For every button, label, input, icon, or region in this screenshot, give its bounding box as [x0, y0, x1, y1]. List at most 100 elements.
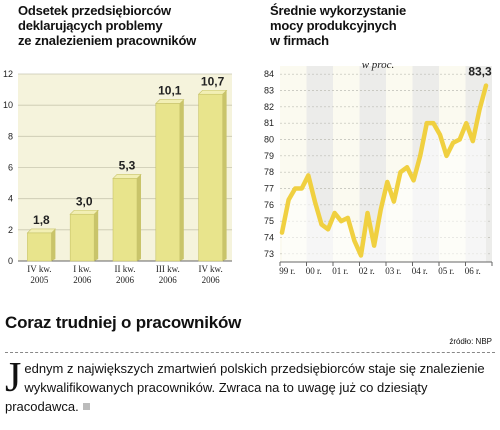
line-point: [445, 154, 448, 157]
article-paragraph: J ednym z największych zmartwień polskic…: [5, 355, 495, 416]
end-mark-icon: [82, 403, 90, 410]
line-point: [314, 200, 316, 203]
line-point: [478, 109, 481, 111]
line-x-tick-label: 99 r.: [279, 266, 295, 276]
bar-category-label: 2006: [73, 275, 92, 285]
line-point: [346, 217, 349, 219]
bar-category-label: I kw.: [73, 264, 91, 274]
bar-top-face: [26, 228, 57, 234]
line-point: [281, 231, 283, 234]
right-chart-title: Średnie wykorzystanie mocy produkcyjnych…: [270, 3, 406, 48]
line-point: [452, 141, 454, 144]
line-point: [439, 133, 441, 136]
line-x-tick-label: 05 r.: [438, 266, 454, 276]
left-chart-title: Odsetek przedsiębiorców deklarujących pr…: [18, 3, 196, 48]
bar-y-tick-label: 2: [8, 225, 13, 235]
bar-top-face: [155, 99, 185, 104]
line-point: [412, 179, 415, 182]
line-y-tick-label: 73: [264, 249, 274, 259]
line-y-tick-label: 77: [264, 184, 274, 194]
line-point: [465, 122, 468, 125]
line-y-tick-label: 82: [264, 102, 274, 112]
paragraph-text: ednym z największych zmartwień polskich …: [5, 361, 485, 414]
line-unit-label: w proc.: [362, 59, 395, 71]
bar-y-tick-label: 6: [8, 163, 13, 173]
left-chart-title-line: deklarujących problemy: [18, 18, 163, 33]
line-point: [425, 122, 428, 125]
line-y-tick-label: 79: [264, 151, 274, 161]
bar: [27, 232, 52, 262]
right-chart-title-line: Średnie wykorzystanie: [270, 3, 406, 18]
line-y-tick-label: 84: [264, 69, 274, 79]
bar-y-tick-label: 8: [8, 131, 13, 141]
bar: [198, 93, 223, 262]
line-y-tick-label: 75: [264, 216, 274, 226]
left-chart-title-line: Odsetek przedsiębiorców: [18, 3, 171, 18]
line-y-tick-label: 76: [264, 200, 274, 210]
line-point: [419, 154, 422, 157]
line-point: [366, 212, 369, 214]
line-point: [327, 228, 329, 231]
drop-cap: J: [5, 355, 22, 401]
bar-side-face: [222, 90, 227, 261]
bar-value-label: 1,8: [33, 213, 50, 227]
line-point: [379, 208, 382, 211]
bar-top-face: [197, 89, 228, 95]
line-point: [333, 212, 336, 214]
bar-top-face: [69, 209, 99, 215]
bar-top-face: [112, 174, 142, 179]
line-x-tick-label: 06 r.: [465, 266, 481, 276]
line-point: [485, 84, 487, 87]
line-y-tick-label: 80: [264, 135, 274, 145]
line-y-tick-label: 81: [264, 118, 274, 128]
line-point: [406, 166, 408, 169]
line-point: [392, 200, 395, 203]
bar-side-face: [137, 174, 141, 261]
line-point: [294, 187, 297, 190]
line-point: [458, 138, 461, 141]
bar-value-label: 5,3: [119, 158, 136, 172]
article-headline: Coraz trudniej o pracowników: [5, 313, 242, 332]
line-point: [373, 244, 376, 247]
bar-y-tick-label: 0: [8, 256, 13, 266]
source-note: źródło: NBP: [449, 337, 492, 346]
bar-side-face: [94, 210, 99, 261]
line-x-tick-label: 03 r.: [385, 266, 401, 276]
bar: [155, 103, 181, 262]
line-x-tick-label: 02 r.: [359, 266, 375, 276]
line-point: [386, 181, 389, 183]
bar-category-label: 2006: [202, 275, 221, 285]
line-x-tick-label: 00 r.: [306, 266, 322, 276]
bar-side-face: [179, 99, 184, 261]
line-y-tick-label: 78: [264, 167, 274, 177]
bar-category-label: 2005: [30, 275, 49, 285]
line-point: [287, 199, 290, 201]
line-chart: 73 74 75 76 77 78 79 80 81 82 83 84 99 r. 00 r. 01 r. 0…: [264, 59, 493, 276]
bar-y-tick-label: 4: [8, 194, 13, 204]
line-y-tick-label: 74: [264, 233, 274, 243]
bar-category-label: II kw.: [115, 264, 136, 274]
line-point: [307, 174, 310, 177]
line-point: [360, 254, 362, 257]
bar-category-label: IV kw.: [27, 264, 51, 274]
bar-y-tick-label: 10: [3, 100, 13, 110]
line-x-tick-label: 01 r.: [332, 266, 348, 276]
bar-category-label: 2006: [116, 275, 135, 285]
bar: [112, 178, 138, 262]
bar-category-label: 2006: [159, 275, 178, 285]
right-chart-title-line: w firmach: [270, 33, 329, 48]
line-series: [279, 83, 489, 258]
bar-side-face: [51, 228, 56, 261]
right-chart-title-line: mocy produkcyjnych: [270, 18, 397, 33]
divider: [5, 352, 495, 353]
line-point: [320, 223, 323, 226]
bar-category-label: IV kw.: [198, 264, 222, 274]
line-x-tick-label: 04 r.: [412, 266, 428, 276]
left-chart-title-line: ze znalezieniem pracowników: [18, 33, 197, 48]
line-point: [399, 171, 402, 174]
line-end-value-label: 83,3: [468, 65, 492, 79]
bar-value-label: 3,0: [76, 194, 93, 208]
line-point: [432, 122, 435, 125]
